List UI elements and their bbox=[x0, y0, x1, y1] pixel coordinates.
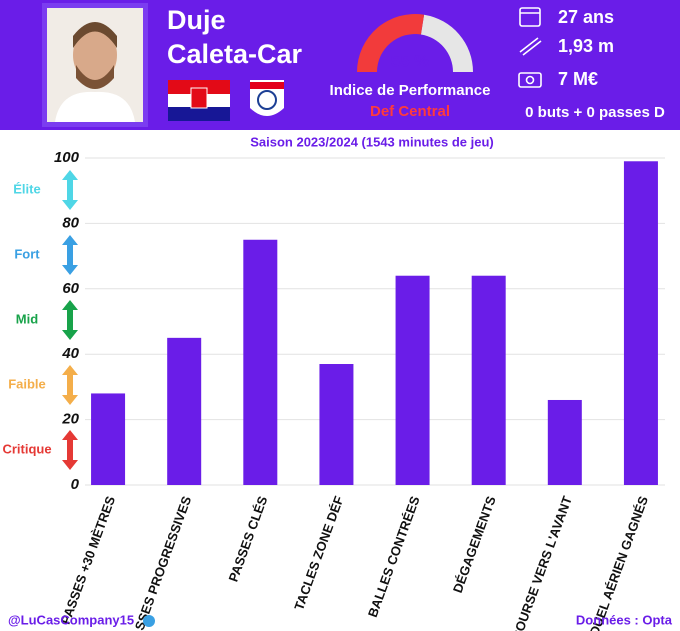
bar bbox=[319, 364, 354, 485]
gauge-track bbox=[420, 14, 473, 72]
stats: 0 buts + 0 passes D bbox=[525, 104, 665, 121]
x-tick-label: % DUEL AÉRIEN GAGNÉS bbox=[581, 494, 651, 631]
level-arrow bbox=[62, 430, 78, 470]
x-tick-label: COURSE VERS L'AVANT bbox=[509, 494, 575, 631]
gauge-label: 55 % bbox=[391, 51, 430, 70]
bar bbox=[91, 393, 126, 485]
gauge bbox=[357, 13, 473, 73]
level-arrow bbox=[62, 170, 78, 210]
level-arrow bbox=[62, 365, 78, 405]
club-logo bbox=[250, 80, 284, 116]
photo-face bbox=[73, 27, 117, 83]
bar bbox=[623, 161, 658, 485]
level-label: Faible bbox=[8, 376, 46, 391]
age: 27 ans bbox=[558, 7, 614, 27]
x-tick-label: BALLES CONTRÉES bbox=[365, 494, 423, 620]
level-arrow bbox=[62, 300, 78, 340]
verified-badge bbox=[143, 615, 155, 627]
photo-hair bbox=[73, 22, 117, 48]
y-tick-label: 100 bbox=[54, 149, 80, 166]
chart: 0 20 40 60 80 100 PASSES +30 MÈTRES PASSES PROG… bbox=[2, 149, 665, 631]
y-tick-label: 0 bbox=[71, 476, 80, 493]
x-tick-label: PASSES +30 MÈTRES bbox=[58, 494, 118, 627]
last-name: Caleta-Car bbox=[167, 39, 303, 69]
y-tick-label: 40 bbox=[61, 345, 79, 362]
bar bbox=[395, 275, 430, 485]
photo-beard bbox=[76, 65, 114, 89]
y-tick-label: 20 bbox=[61, 411, 79, 428]
level-label: Critique bbox=[2, 441, 51, 456]
level-label: Mid bbox=[16, 311, 38, 326]
footer-source: Données : Opta bbox=[576, 612, 673, 627]
height: 1,93 m bbox=[558, 36, 614, 56]
first-name: Duje bbox=[167, 5, 226, 35]
subtitle: Saison 2023/2024 (1543 minutes de jeu) bbox=[250, 134, 494, 149]
x-tick-label: TACLES ZONE DÉF bbox=[291, 494, 346, 612]
photo-shirt bbox=[55, 91, 135, 122]
level-label: Élite bbox=[13, 181, 40, 196]
x-tick-label: PASSES PROGRESSIVES bbox=[126, 494, 194, 631]
level-arrow bbox=[62, 235, 78, 275]
y-tick-label: 60 bbox=[62, 280, 79, 297]
footer-handle: @LuCasCompany15 bbox=[8, 612, 134, 627]
bar bbox=[167, 337, 202, 485]
x-tick-label: PASSES CLÉS bbox=[225, 494, 270, 584]
x-tick-label: DÉGAGEMENTS bbox=[450, 494, 499, 595]
market-value: 7 M€ bbox=[558, 69, 598, 89]
bar bbox=[547, 399, 582, 485]
index-label: Indice de Performance bbox=[330, 82, 491, 99]
flag bbox=[168, 80, 230, 121]
level-label: Fort bbox=[14, 246, 40, 261]
y-tick-label: 80 bbox=[62, 214, 79, 231]
info-icons bbox=[518, 7, 542, 88]
bar bbox=[243, 239, 278, 485]
gauge-fill bbox=[357, 13, 425, 73]
bar bbox=[471, 275, 506, 485]
position: Def Central bbox=[370, 103, 450, 120]
